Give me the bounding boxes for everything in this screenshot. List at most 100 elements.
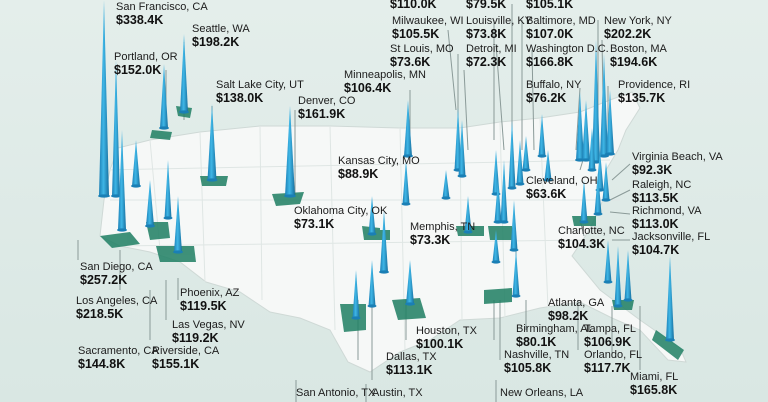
city-name: Portland, OR xyxy=(114,51,178,63)
label-phoenix: Phoenix, AZ $119.5K xyxy=(180,287,239,313)
spike-raleigh-base xyxy=(593,212,603,216)
city-value: $338.4K xyxy=(116,12,164,27)
spike-minneapolis-base xyxy=(403,154,413,158)
spike-washington-base xyxy=(581,158,591,162)
spike-orlando-base xyxy=(623,298,633,302)
spike-milwaukee xyxy=(454,108,462,172)
city-value: $218.5K xyxy=(76,306,124,321)
spike-riverside xyxy=(146,180,154,228)
city-name: Washington D.C. xyxy=(526,43,609,55)
label-virginia-beach: Virginia Beach, VA $92.3K xyxy=(632,151,723,177)
value-spikes xyxy=(98,0,675,342)
city-name: Detroit, MI xyxy=(466,43,517,55)
city-value: $76.2K xyxy=(526,90,567,105)
spike-okc-base xyxy=(367,232,377,236)
label-oklahoma-city: Oklahoma City, OK $73.1K xyxy=(294,205,388,231)
city-name: Oklahoma City, OK xyxy=(294,205,388,217)
city-value: $113.1K xyxy=(386,362,433,377)
spike-slc-base xyxy=(206,178,218,182)
spike-denver xyxy=(285,106,295,198)
spike-san-antonio-base xyxy=(351,316,361,320)
label-miami: Miami, FL $165.8K xyxy=(630,371,678,397)
city-name: Salt Lake City, UT xyxy=(216,79,304,91)
city-value: $106.9K xyxy=(584,334,632,349)
city-value: $119.5K xyxy=(180,298,227,313)
label-birmingham: Birmingham, AL $80.1K xyxy=(516,323,594,349)
spike-riverside-base xyxy=(145,224,155,228)
city-name: Sacramento, CA xyxy=(78,345,159,357)
label-memphis: Memphis, TN $73.3K xyxy=(410,221,475,247)
city-value: $166.8K xyxy=(526,54,574,69)
city-name: Raleigh, NC xyxy=(632,179,692,191)
city-value: $135.7K xyxy=(618,90,666,105)
label-baltimore: Baltimore, MD $107.0K xyxy=(526,15,596,41)
city-value: $155.1K xyxy=(152,356,200,371)
label-los-angeles: Los Angeles, CA $218.5K xyxy=(76,295,157,321)
city-value: $152.0K xyxy=(114,62,162,77)
city-value: $119.2K xyxy=(172,330,219,345)
spike-san-diego xyxy=(118,130,126,232)
spike-denver-base xyxy=(284,194,296,198)
city-value: $113.0K xyxy=(632,216,679,231)
metro-denver xyxy=(272,192,304,206)
city-name: Charlotte, NC xyxy=(558,225,625,237)
label-salt-lake-city: Salt Lake City, UT $138.0K xyxy=(216,79,304,105)
spike-buffalo xyxy=(538,114,546,158)
city-name: St Louis, MO xyxy=(390,43,454,55)
city-value: $73.6K xyxy=(390,54,431,69)
label-atlanta: Atlanta, GA $98.2K xyxy=(548,297,605,323)
label-milwaukee: Milwaukee, WI $105.5K xyxy=(392,15,464,41)
spike-san-francisco-base xyxy=(98,194,110,198)
spike-washington xyxy=(582,100,590,162)
spike-tampa xyxy=(614,246,622,308)
spike-nashville xyxy=(500,160,508,224)
city-value: $92.3K xyxy=(632,162,673,177)
city-value: $138.0K xyxy=(216,90,264,105)
spike-phoenix xyxy=(174,196,182,254)
spike-indianapolis-base xyxy=(493,220,503,224)
spike-new-york xyxy=(592,40,600,164)
spike-raleigh xyxy=(594,172,602,216)
city-value: $113.5K xyxy=(632,190,679,205)
city-name: Atlanta, GA xyxy=(548,297,605,309)
label-boston: Boston, MA $194.6K xyxy=(610,43,667,69)
city-value: $73.8K xyxy=(466,26,507,41)
city-name: Birmingham, AL xyxy=(516,323,594,335)
city-name: Dallas, TX xyxy=(386,351,437,363)
label-new-orleans: New Orleans, LA xyxy=(500,387,583,400)
city-value: $104.3K xyxy=(558,236,606,251)
label-portland: Portland, OR $152.0K xyxy=(114,51,178,77)
city-name: Houston, TX xyxy=(416,325,477,337)
spike-richmond-base xyxy=(601,198,611,202)
metro-houston xyxy=(392,298,426,320)
spike-birmingham xyxy=(512,250,520,298)
city-value: $104.7K xyxy=(632,242,680,257)
spike-buffalo-base xyxy=(537,154,547,158)
city-value: $73.1K xyxy=(294,216,335,231)
spike-austin-base xyxy=(367,304,377,308)
spike-columbus-base xyxy=(515,182,525,186)
city-value: $107.0K xyxy=(526,26,574,41)
spike-pittsburgh-base xyxy=(543,178,553,182)
label-providence: Providence, RI $135.7K xyxy=(618,79,690,105)
city-name: Richmond, VA xyxy=(632,205,702,217)
city-value: $198.2K xyxy=(192,34,240,49)
spike-slc xyxy=(207,104,217,182)
label-austin: Austin, TX xyxy=(372,387,423,400)
label-seattle: Seattle, WA $198.2K xyxy=(192,23,250,49)
spike-indianapolis xyxy=(494,180,502,224)
city-value: $194.6K xyxy=(610,54,658,69)
city-value: $88.9K xyxy=(338,166,379,181)
city-value: $73.3K xyxy=(410,232,451,247)
city-value: $202.2K xyxy=(604,26,652,41)
city-value: $80.1K xyxy=(516,334,557,349)
spike-kansas-city xyxy=(402,160,410,206)
city-name: Riverside, CA xyxy=(152,345,220,357)
spike-houston-base xyxy=(405,302,415,306)
label-san-francisco: San Francisco, CA $338.4K xyxy=(116,1,208,27)
city-name: Seattle, WA xyxy=(192,23,250,35)
city-name: Milwaukee, WI xyxy=(392,15,464,27)
city-value: $100.1K xyxy=(416,336,464,351)
spike-new-orleans xyxy=(492,230,500,264)
